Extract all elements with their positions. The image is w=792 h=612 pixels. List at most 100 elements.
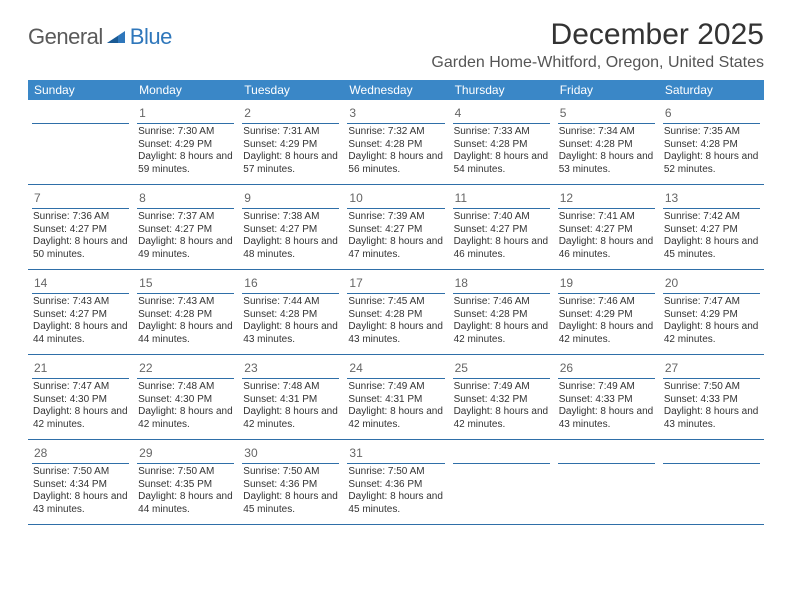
day-number: 9	[244, 191, 251, 205]
sunrise-text: Sunrise: 7:47 AM	[664, 296, 760, 309]
day-cell: 16Sunrise: 7:44 AMSunset: 4:28 PMDayligh…	[238, 270, 343, 354]
day-number-row: 21	[32, 357, 129, 379]
day-cell	[28, 100, 133, 184]
week-row: 21Sunrise: 7:47 AMSunset: 4:30 PMDayligh…	[28, 355, 764, 440]
day-cell: 14Sunrise: 7:43 AMSunset: 4:27 PMDayligh…	[28, 270, 133, 354]
day-cell: 10 Sunrise: 7:39 AMSunset: 4:27 PMDayligh…	[343, 185, 448, 269]
day-number-row: 31	[347, 442, 444, 464]
sunrise-text: Sunrise: 7:49 AM	[454, 381, 550, 394]
daylight-text: Daylight: 8 hours and 45 minutes.	[243, 491, 339, 516]
day-cell	[659, 440, 764, 524]
sunrise-text: Sunrise: 7:37 AM	[138, 211, 234, 224]
sunrise-text: Sunrise: 7:50 AM	[33, 466, 129, 479]
daylight-text: Daylight: 8 hours and 59 minutes.	[138, 151, 234, 176]
day-cell: 11Sunrise: 7:40 AMSunset: 4:27 PMDayligh…	[449, 185, 554, 269]
sunrise-text: Sunrise: 7:50 AM	[243, 466, 339, 479]
sunset-text: Sunset: 4:33 PM	[664, 394, 760, 407]
day-number: 10	[349, 191, 362, 205]
daylight-text: Daylight: 8 hours and 42 minutes.	[138, 406, 234, 431]
daylight-text: Daylight: 8 hours and 44 minutes.	[138, 491, 234, 516]
day-details: Sunrise: 7:31 AMSunset: 4:29 PMDaylight:…	[242, 126, 339, 176]
day-cell: 12Sunrise: 7:41 AMSunset: 4:27 PMDayligh…	[554, 185, 659, 269]
day-cell: 17Sunrise: 7:45 AMSunset: 4:28 PMDayligh…	[343, 270, 448, 354]
day-cell: 19Sunrise: 7:46 AMSunset: 4:29 PMDayligh…	[554, 270, 659, 354]
day-details: Sunrise: 7:47 AMSunset: 4:29 PMDaylight:…	[663, 296, 760, 346]
day-cell: 28Sunrise: 7:50 AMSunset: 4:34 PMDayligh…	[28, 440, 133, 524]
day-details: Sunrise: 7:39 AMSunset: 4:27 PMDaylight:…	[347, 211, 444, 261]
sunset-text: Sunset: 4:27 PM	[243, 224, 339, 237]
sunrise-text: Sunrise: 7:31 AM	[243, 126, 339, 139]
day-details: Sunrise: 7:45 AMSunset: 4:28 PMDaylight:…	[347, 296, 444, 346]
sunset-text: Sunset: 4:28 PM	[454, 139, 550, 152]
sunrise-text: Sunrise: 7:33 AM	[454, 126, 550, 139]
sunset-text: Sunset: 4:36 PM	[348, 479, 444, 492]
daylight-text: Daylight: 8 hours and 52 minutes.	[664, 151, 760, 176]
day-details: Sunrise: 7:49 AMSunset: 4:32 PMDaylight:…	[453, 381, 550, 431]
day-number-row-empty	[453, 442, 550, 464]
day-details: Sunrise: 7:50 AMSunset: 4:35 PMDaylight:…	[137, 466, 234, 516]
weekday-header: Thursday	[449, 80, 554, 100]
sunset-text: Sunset: 4:28 PM	[348, 309, 444, 322]
sunset-text: Sunset: 4:32 PM	[454, 394, 550, 407]
day-number-row: 30	[242, 442, 339, 464]
weekday-header-row: SundayMondayTuesdayWednesdayThursdayFrid…	[28, 80, 764, 100]
daylight-text: Daylight: 8 hours and 42 minutes.	[33, 406, 129, 431]
sunset-text: Sunset: 4:27 PM	[138, 224, 234, 237]
sunset-text: Sunset: 4:34 PM	[33, 479, 129, 492]
sunrise-text: Sunrise: 7:43 AM	[33, 296, 129, 309]
sunrise-text: Sunrise: 7:47 AM	[33, 381, 129, 394]
day-number-row: 10	[347, 187, 444, 209]
sunset-text: Sunset: 4:27 PM	[33, 224, 129, 237]
day-number: 2	[244, 106, 251, 120]
daylight-text: Daylight: 8 hours and 42 minutes.	[454, 406, 550, 431]
sunset-text: Sunset: 4:27 PM	[454, 224, 550, 237]
day-number-row: 9	[242, 187, 339, 209]
day-details: Sunrise: 7:46 AMSunset: 4:29 PMDaylight:…	[558, 296, 655, 346]
daylight-text: Daylight: 8 hours and 49 minutes.	[138, 236, 234, 261]
sunrise-text: Sunrise: 7:48 AM	[138, 381, 234, 394]
sunrise-text: Sunrise: 7:36 AM	[33, 211, 129, 224]
sunrise-text: Sunrise: 7:38 AM	[243, 211, 339, 224]
day-cell: 8 Sunrise: 7:37 AMSunset: 4:27 PMDaylight…	[133, 185, 238, 269]
day-number-row: 8	[137, 187, 234, 209]
daylight-text: Daylight: 8 hours and 57 minutes.	[243, 151, 339, 176]
sunset-text: Sunset: 4:35 PM	[138, 479, 234, 492]
day-number-row: 26	[558, 357, 655, 379]
day-number: 5	[560, 106, 567, 120]
day-details: Sunrise: 7:48 AMSunset: 4:31 PMDaylight:…	[242, 381, 339, 431]
day-number: 31	[349, 446, 362, 460]
daylight-text: Daylight: 8 hours and 42 minutes.	[454, 321, 550, 346]
day-cell: 15Sunrise: 7:43 AMSunset: 4:28 PMDayligh…	[133, 270, 238, 354]
day-cell: 4Sunrise: 7:33 AMSunset: 4:28 PMDaylight…	[449, 100, 554, 184]
sunset-text: Sunset: 4:36 PM	[243, 479, 339, 492]
daylight-text: Daylight: 8 hours and 46 minutes.	[559, 236, 655, 261]
day-number-row: 23	[242, 357, 339, 379]
sunset-text: Sunset: 4:28 PM	[243, 309, 339, 322]
day-cell: 31Sunrise: 7:50 AMSunset: 4:36 PMDayligh…	[343, 440, 448, 524]
daylight-text: Daylight: 8 hours and 56 minutes.	[348, 151, 444, 176]
daylight-text: Daylight: 8 hours and 43 minutes.	[664, 406, 760, 431]
day-number: 24	[349, 361, 362, 375]
brand-logo: General Blue	[28, 18, 172, 50]
day-number: 20	[665, 276, 678, 290]
day-details: Sunrise: 7:48 AMSunset: 4:30 PMDaylight:…	[137, 381, 234, 431]
sunrise-text: Sunrise: 7:45 AM	[348, 296, 444, 309]
day-number: 28	[34, 446, 47, 460]
day-cell: 27Sunrise: 7:50 AMSunset: 4:33 PMDayligh…	[659, 355, 764, 439]
brand-mark-icon	[107, 27, 125, 48]
brand-word-1: General	[28, 24, 103, 50]
sunset-text: Sunset: 4:31 PM	[348, 394, 444, 407]
day-number-row: 25	[453, 357, 550, 379]
day-number-row: 13	[663, 187, 760, 209]
day-details: Sunrise: 7:44 AMSunset: 4:28 PMDaylight:…	[242, 296, 339, 346]
day-number: 25	[455, 361, 468, 375]
day-cell: 29Sunrise: 7:50 AMSunset: 4:35 PMDayligh…	[133, 440, 238, 524]
sunset-text: Sunset: 4:27 PM	[348, 224, 444, 237]
brand-word-2: Blue	[130, 24, 172, 50]
day-number: 23	[244, 361, 257, 375]
day-number: 13	[665, 191, 678, 205]
sunset-text: Sunset: 4:27 PM	[33, 309, 129, 322]
daylight-text: Daylight: 8 hours and 43 minutes.	[348, 321, 444, 346]
day-cell: 9Sunrise: 7:38 AMSunset: 4:27 PMDaylight…	[238, 185, 343, 269]
sunrise-text: Sunrise: 7:49 AM	[559, 381, 655, 394]
